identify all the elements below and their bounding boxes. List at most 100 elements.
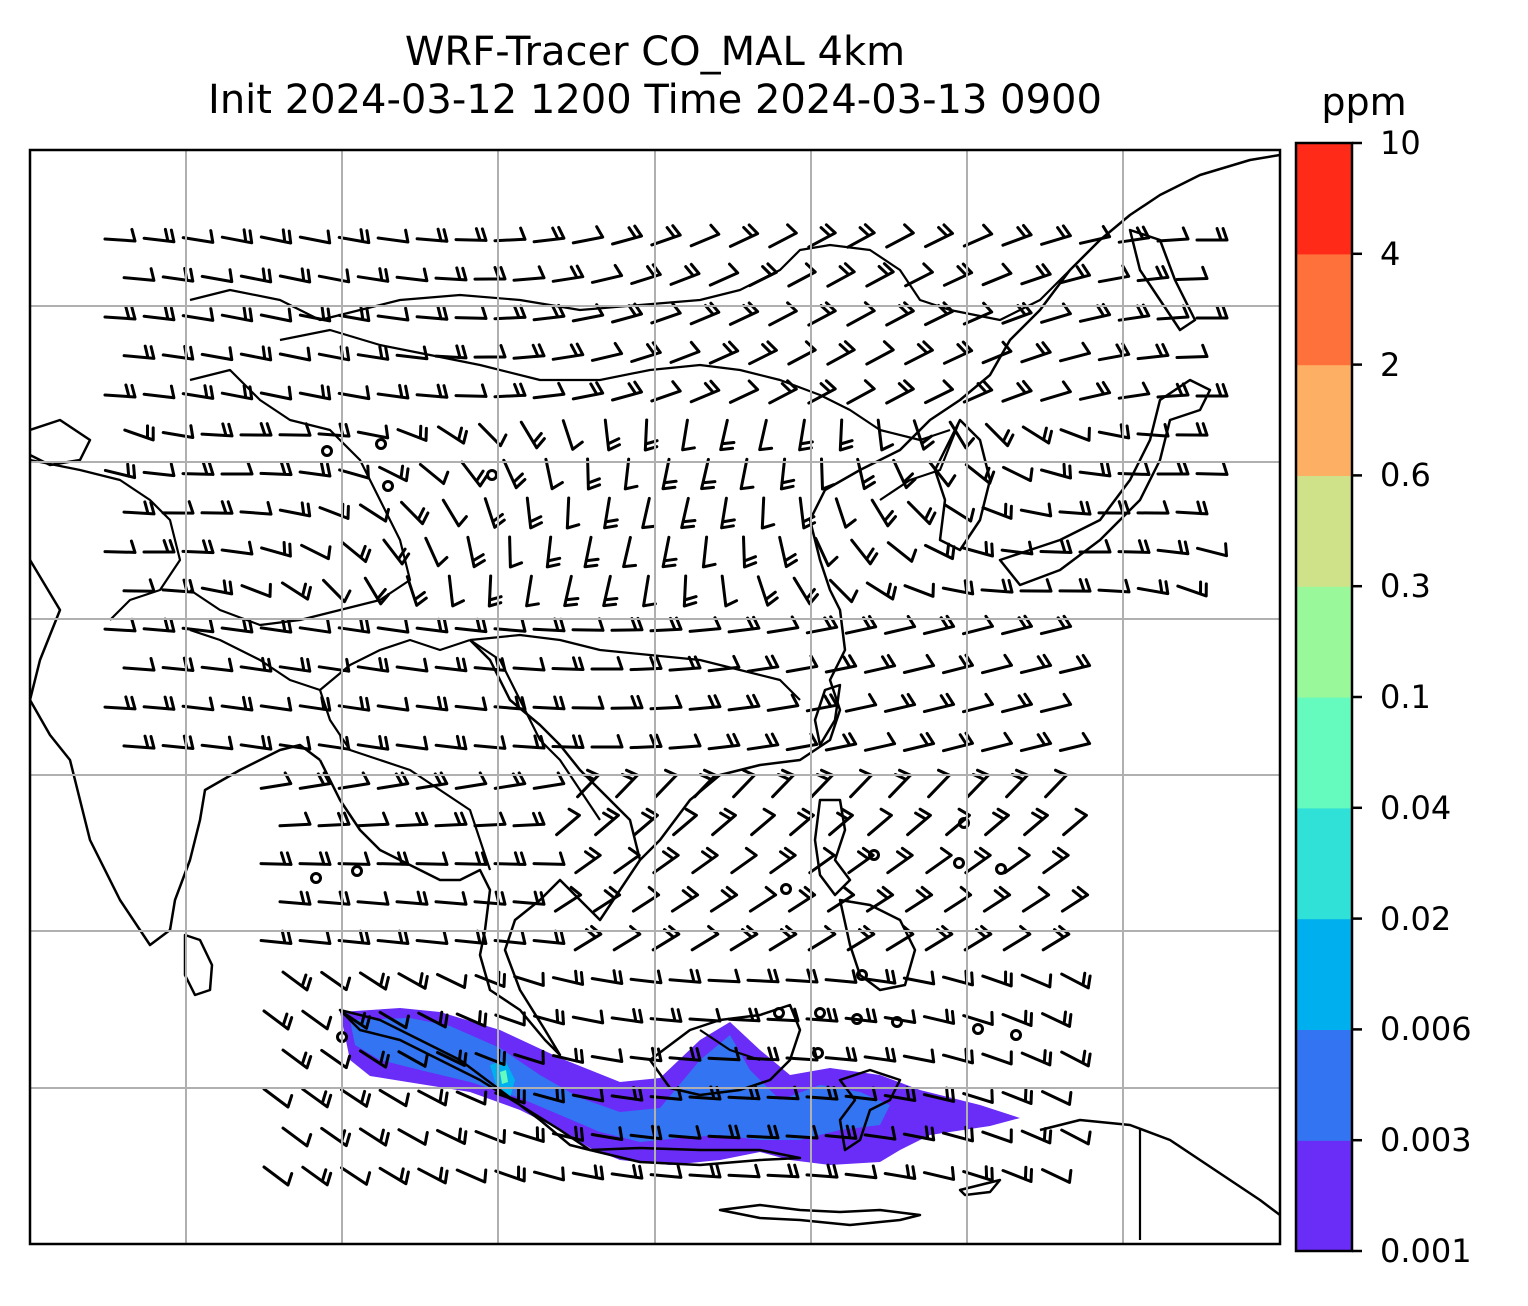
calm-circle [851, 1013, 863, 1025]
calm-circle [953, 857, 965, 869]
wind-barb [1156, 226, 1190, 243]
wind-barb [1059, 263, 1091, 285]
wind-barb [298, 461, 332, 478]
coast-korea [933, 418, 992, 552]
wind-barb [317, 422, 351, 438]
wind-barb [378, 464, 410, 483]
wind-barb [1117, 225, 1151, 244]
wind-barb [1176, 580, 1208, 598]
wind-barb [590, 734, 624, 749]
border-china-south [469, 633, 801, 701]
wind-barb [592, 885, 622, 913]
wind-barb [512, 890, 546, 906]
wind-barb [395, 345, 429, 361]
wind-barb [682, 574, 698, 608]
coast-taiwan [813, 683, 842, 747]
wind-barb [1021, 425, 1053, 445]
wind-barb [727, 693, 761, 712]
wind-barb [181, 461, 215, 476]
wind-barb [750, 807, 776, 837]
wind-barb [707, 654, 741, 673]
wind-barb [756, 575, 779, 607]
wind-barb [532, 303, 566, 322]
wind-barb [807, 223, 837, 249]
calm-circle [812, 1047, 824, 1059]
wind-barb [885, 223, 915, 249]
wind-barb [863, 654, 897, 674]
wind-barb [844, 693, 878, 713]
wind-barb [701, 535, 717, 569]
wind-barb [1039, 692, 1073, 714]
wind-barb [142, 384, 176, 400]
wind-barb [473, 344, 507, 359]
wind-barb [278, 267, 312, 284]
wind-barb [395, 735, 429, 751]
wind-barb [709, 885, 739, 913]
wind-barb [220, 306, 254, 323]
wind-barb [1020, 263, 1052, 286]
colorbar-tick-label: 0.02 [1380, 899, 1452, 938]
wind-barb [1020, 1049, 1053, 1067]
wind-barb [876, 418, 895, 452]
calm-circle [995, 863, 1007, 875]
coast-japan [998, 378, 1212, 587]
wind-barb [142, 305, 176, 322]
wind-barb [532, 929, 566, 945]
wind-barb [746, 1046, 780, 1062]
wind-barb [561, 419, 584, 451]
wind-barb [789, 807, 815, 837]
wind-barb [590, 263, 624, 284]
wind-barb [320, 970, 352, 992]
wind-barb [984, 807, 1010, 837]
wind-barb [826, 885, 856, 913]
wind-barb [434, 891, 468, 906]
wind-barb [629, 969, 663, 985]
wind-barb [904, 262, 934, 288]
wind-barb [1097, 264, 1131, 284]
title-line-2: Init 2024-03-12 1200 Time 2024-03-13 090… [208, 77, 1102, 123]
coast-south-china [639, 153, 1280, 861]
colorbar-segment [1296, 364, 1352, 476]
wind-barb [846, 925, 876, 952]
wind-barb [278, 422, 312, 437]
wind-barb [1136, 579, 1170, 596]
wind-barb [378, 1088, 410, 1108]
wind-barb [1078, 225, 1112, 245]
wind-barb [668, 1046, 702, 1062]
wind-barb [278, 501, 312, 518]
wind-barb [1156, 382, 1190, 399]
wind-barb [337, 851, 371, 866]
wind-barb [493, 930, 527, 945]
wind-barb [863, 968, 897, 985]
wind-barb [850, 538, 879, 566]
wind-barb [487, 574, 503, 608]
wind-barb [1001, 1087, 1033, 1105]
wind-barb [376, 696, 410, 712]
calm-circle [321, 445, 333, 457]
wind-barb [902, 970, 936, 986]
wind-barb [649, 1164, 683, 1179]
wind-barb [513, 971, 545, 987]
wind-barb [1002, 465, 1034, 483]
wind-barb [436, 425, 468, 445]
wind-barb [1060, 885, 1090, 913]
wind-barb [962, 1088, 994, 1104]
wind-barb [436, 973, 468, 989]
wind-barb [454, 383, 488, 398]
colorbar-tick-label: 0.006 [1380, 1010, 1472, 1049]
wind-barb [720, 496, 736, 530]
wind-barb [551, 734, 585, 749]
wind-barb [356, 424, 390, 440]
wind-barb [728, 223, 760, 248]
wind-barb [415, 305, 449, 321]
wind-barb [122, 267, 156, 282]
wind-barb [240, 582, 272, 598]
coast-new-guinea [1039, 1118, 1280, 1216]
calm-circle [382, 480, 394, 492]
wind-barb [792, 576, 819, 606]
wind-barb [942, 1047, 974, 1065]
wind-barb [474, 970, 506, 988]
wind-barb [700, 457, 717, 491]
wind-barb [200, 268, 234, 284]
colorbar-tick-label: 0.1 [1380, 678, 1431, 716]
